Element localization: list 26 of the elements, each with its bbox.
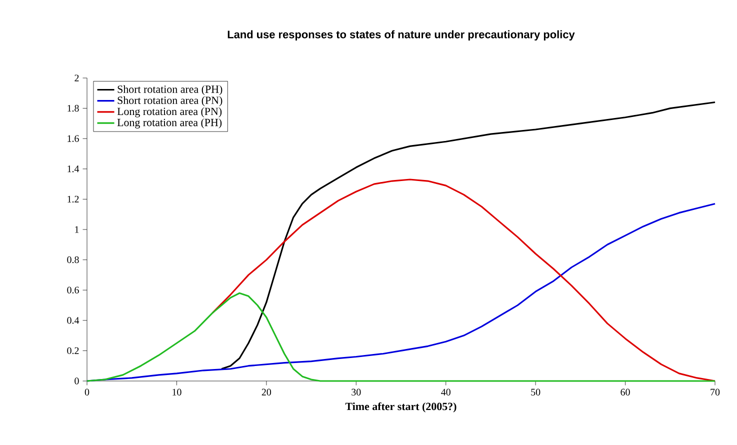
legend-label: Long rotation area (PN) [117, 107, 222, 118]
y-tick-label: 0.8 [67, 256, 79, 264]
y-tick-label: 1.2 [68, 196, 79, 203]
x-tick-label: 20 [262, 388, 272, 396]
y-tick-label: 0.2 [67, 347, 79, 354]
y-tick-label: 1.6 [68, 135, 79, 142]
y-tick-label: 0 [74, 378, 79, 384]
x-tick-label: 70 [710, 388, 720, 396]
legend-label: Short rotation area (PN) [118, 96, 222, 106]
legend-label: Long rotation area (PH) [117, 118, 222, 128]
x-tick-label: 30 [352, 388, 361, 396]
x-tick-label: 10 [172, 388, 182, 396]
x-tick-label: 50 [531, 388, 540, 396]
x-tick-label: 40 [441, 388, 450, 396]
x-tick-label: 0 [84, 388, 90, 396]
line-series [220, 101, 716, 370]
y-tick-label: 0.4 [67, 317, 80, 324]
y-tick-label: 1.4 [68, 166, 80, 172]
x-tick-label: 60 [620, 388, 630, 396]
legend-label: Short rotation area (PH) [118, 85, 222, 96]
y-tick-label: 2 [74, 74, 79, 82]
y-tick-label: 1.8 [68, 104, 79, 112]
chart-title: Land use responses to states of nature under precautionary policy [228, 30, 575, 40]
y-tick-label: 0.6 [67, 286, 79, 294]
x-axis-title: Time after start (2005?) [345, 402, 456, 412]
y-tick-label: 1 [75, 226, 79, 233]
